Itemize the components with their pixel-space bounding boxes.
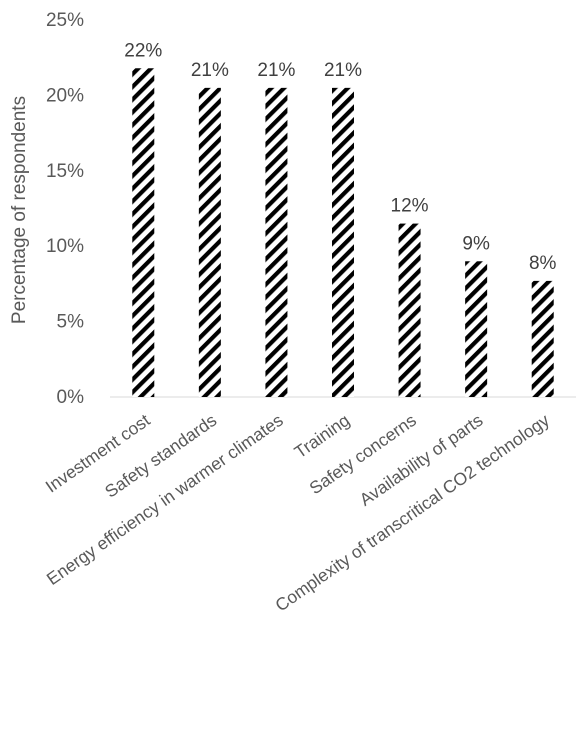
category-label: Safety standards (101, 410, 220, 502)
data-label: 9% (462, 233, 490, 254)
y-tick-label: 5% (57, 312, 85, 333)
bar (398, 223, 421, 397)
y-axis-ticks: 0% 5% 10% 15% 20% 25% (46, 10, 84, 408)
category-label: Energy efficiency in warmer climates (43, 410, 287, 589)
data-labels: 22% 21% 21% 21% 12% 9% 8% (124, 40, 556, 274)
data-label: 21% (257, 60, 295, 81)
y-tick-label: 25% (46, 10, 84, 31)
y-tick-label: 15% (46, 161, 84, 182)
data-label: 21% (324, 60, 362, 81)
data-label: 8% (529, 253, 557, 274)
bar (332, 87, 354, 398)
bar (465, 261, 488, 397)
data-label: 12% (391, 196, 429, 217)
bar (198, 87, 221, 398)
bar (132, 68, 155, 398)
y-tick-label: 10% (46, 236, 84, 257)
bars (132, 68, 554, 398)
y-tick-label: 20% (46, 85, 84, 106)
bar (265, 87, 288, 398)
bar (531, 280, 554, 397)
data-label: 22% (124, 40, 162, 61)
y-tick-label: 0% (57, 387, 85, 408)
y-axis-label: Percentage of respondents (9, 96, 30, 324)
data-label: 21% (191, 60, 229, 81)
